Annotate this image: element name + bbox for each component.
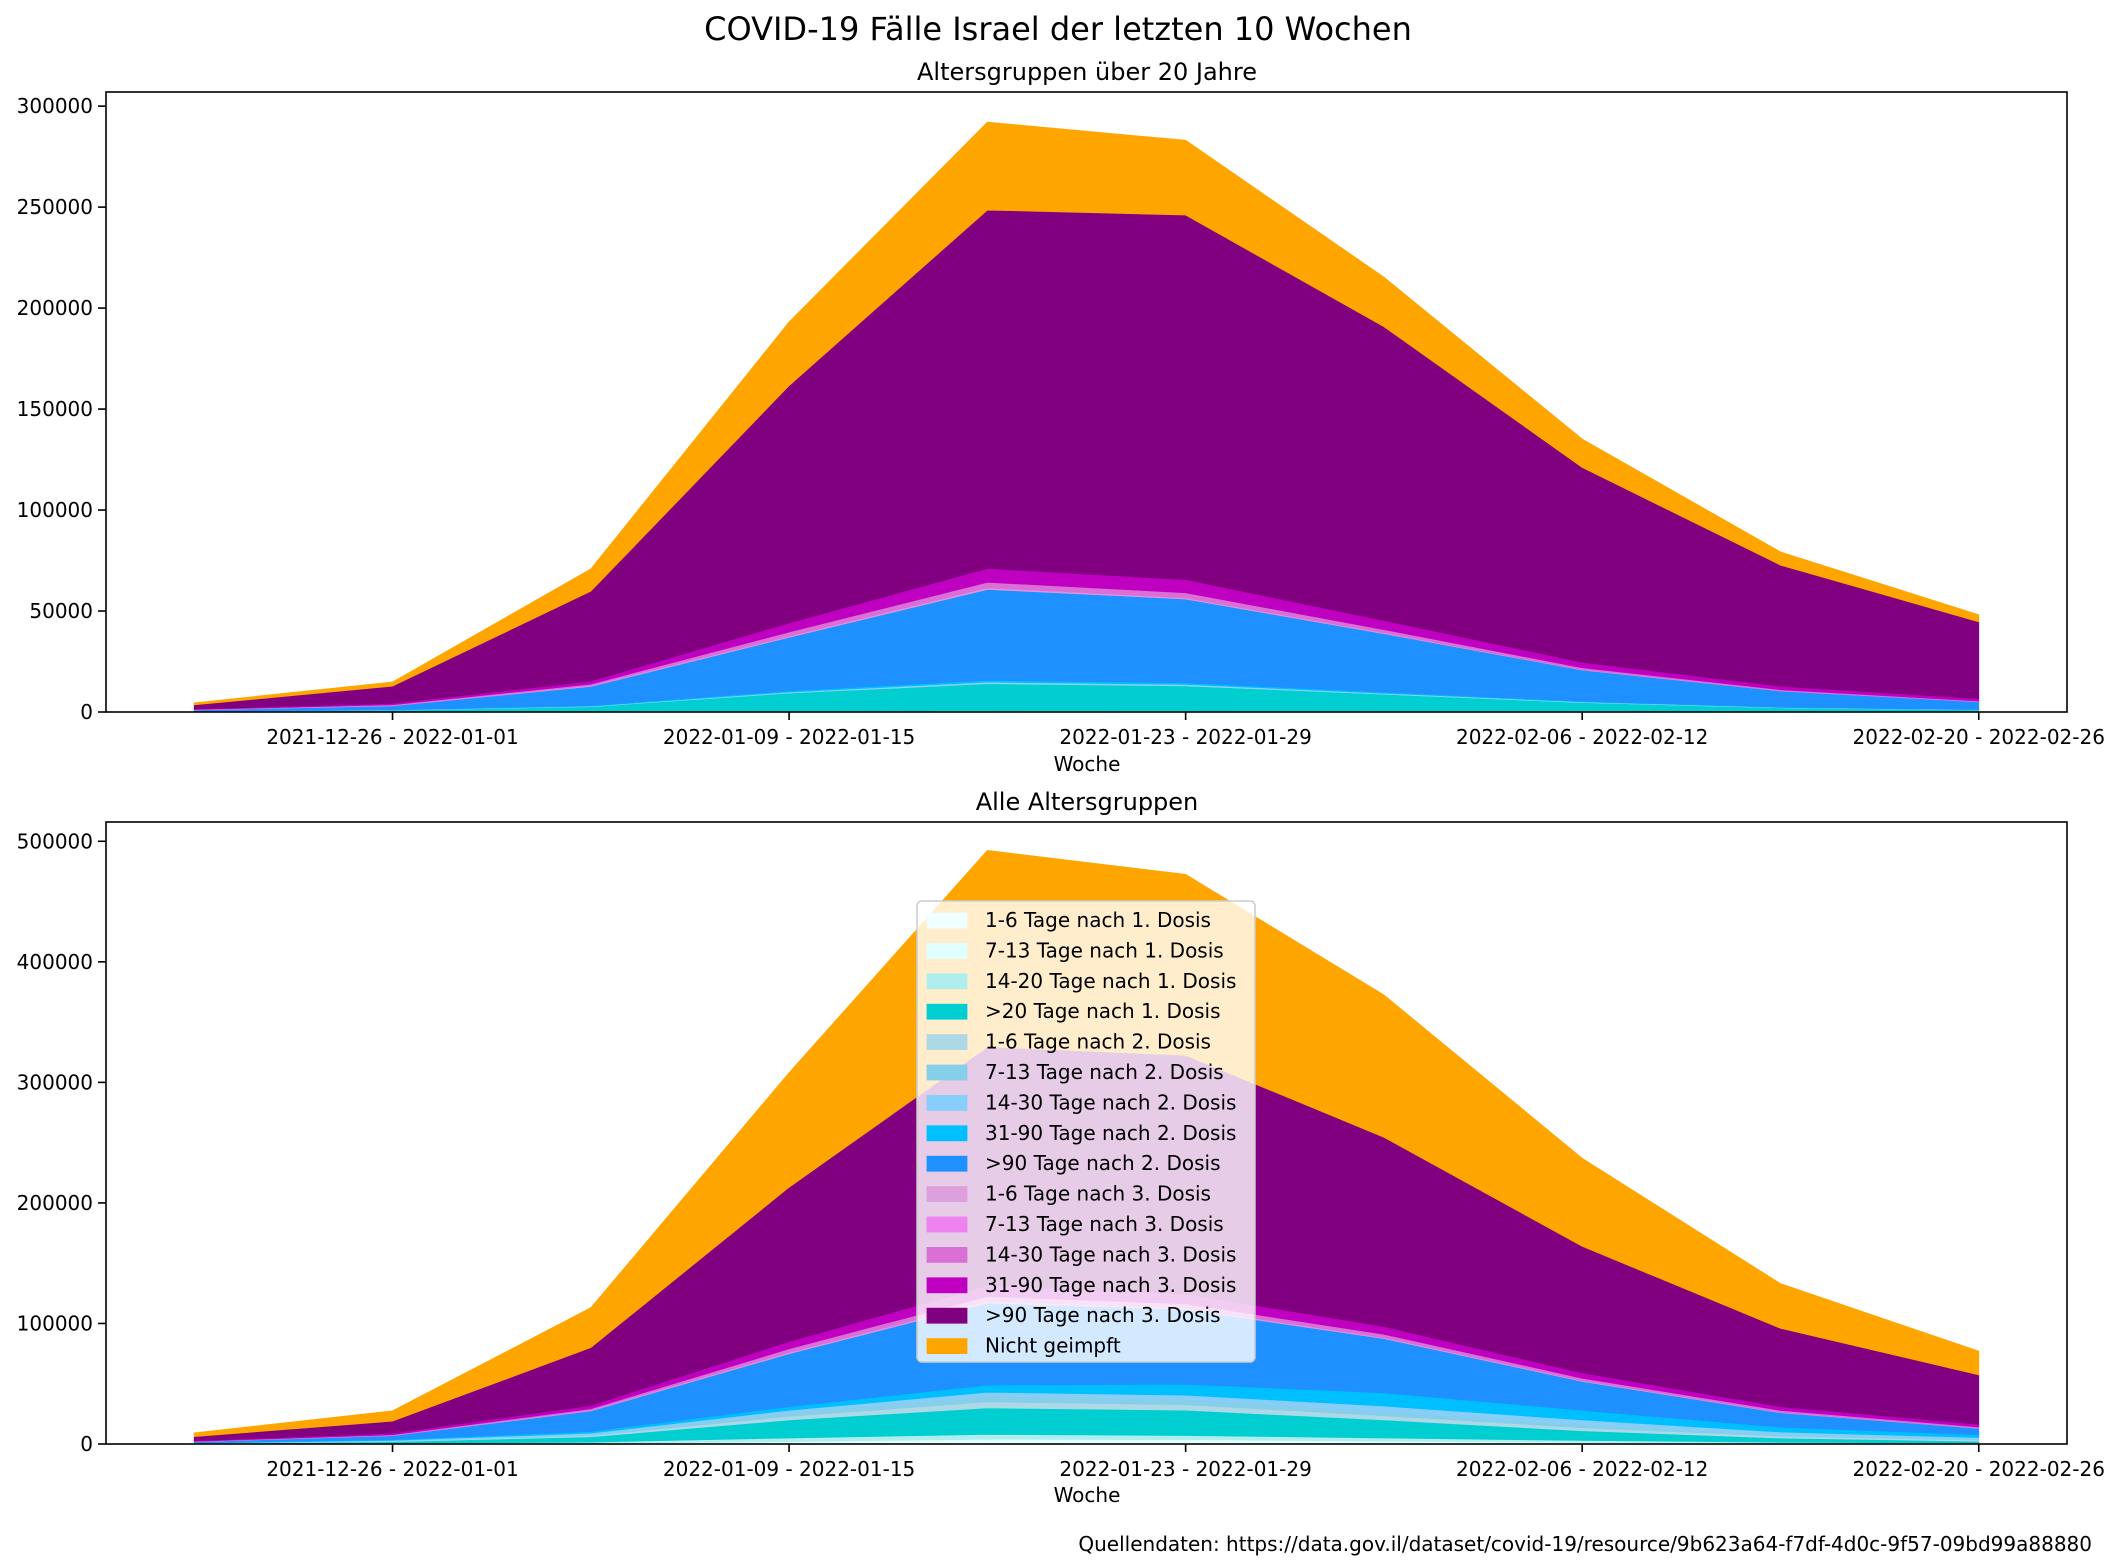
chart-bottom-ytick-label-0: 0 bbox=[80, 1432, 93, 1456]
legend-swatch-12 bbox=[926, 1277, 968, 1294]
legend-label-6: 14-30 Tage nach 2. Dosis bbox=[985, 1090, 1236, 1114]
legend-swatch-10 bbox=[926, 1216, 968, 1233]
chart-top-ytick-label-0: 0 bbox=[80, 700, 93, 724]
chart-bottom-xtick-label-0: 2021-12-26 - 2022-01-01 bbox=[266, 1457, 518, 1481]
legend-swatch-2 bbox=[926, 973, 968, 990]
chart-bottom-frame bbox=[105, 821, 2068, 1445]
chart-top-areas bbox=[193, 121, 1980, 713]
legend-swatch-5 bbox=[926, 1064, 968, 1081]
chart-top-xlabel: Woche bbox=[1054, 752, 1121, 776]
legend-swatch-13 bbox=[926, 1307, 968, 1324]
legend-swatch-1 bbox=[926, 943, 968, 959]
legend-swatch-6 bbox=[926, 1095, 968, 1111]
chart-bottom-ytick-label-2: 200000 bbox=[17, 1191, 93, 1215]
chart-top-frame bbox=[105, 91, 2068, 713]
chart-top-ytick-label-3: 150000 bbox=[17, 397, 93, 421]
chart-bottom-yticks: 0 100000 200000 300000 400000 500000 bbox=[17, 829, 106, 1456]
legend-swatch-4 bbox=[926, 1034, 968, 1050]
chart-top-ytick-label-1: 50000 bbox=[29, 599, 93, 623]
legend-label-3: >20 Tage nach 1. Dosis bbox=[985, 999, 1221, 1023]
chart-bottom-title: Alle Altersgruppen bbox=[976, 788, 1199, 816]
legend-label-12: 31-90 Tage nach 3. Dosis bbox=[985, 1273, 1236, 1297]
chart-top: Altersgruppen über 20 Jahre 0 50000 100000… bbox=[17, 58, 2105, 776]
chart-bottom-xtick-label-3: 2022-02-06 - 2022-02-12 bbox=[1456, 1457, 1708, 1481]
chart-bottom-area-series-14 bbox=[193, 850, 1980, 1437]
legend-label-10: 7-13 Tage nach 3. Dosis bbox=[985, 1212, 1224, 1236]
legend-label-1: 7-13 Tage nach 1. Dosis bbox=[985, 938, 1224, 962]
legend-swatch-11 bbox=[926, 1247, 968, 1263]
chart-bottom-xtick-label-4: 2022-02-20 - 2022-02-26 bbox=[1853, 1457, 2105, 1481]
legend-swatch-3 bbox=[926, 1003, 968, 1020]
chart-top-title: Altersgruppen über 20 Jahre bbox=[917, 58, 1257, 86]
chart-top-yticks: 0 50000 100000 150000 200000 250000 300000 bbox=[17, 94, 106, 724]
legend-label-11: 14-30 Tage nach 3. Dosis bbox=[985, 1242, 1236, 1266]
legend-label-9: 1-6 Tage nach 3. Dosis bbox=[985, 1182, 1211, 1206]
chart-bottom-legend: 1-6 Tage nach 1. Dosis 7-13 Tage nach 1. … bbox=[916, 900, 1256, 1363]
chart-top-xtick-label-3: 2022-02-06 - 2022-02-12 bbox=[1456, 725, 1708, 749]
chart-top-xtick-label-0: 2021-12-26 - 2022-01-01 bbox=[266, 725, 518, 749]
chart-top-ytick-label-4: 200000 bbox=[17, 296, 93, 320]
chart-bottom-xticks: 2021-12-26 - 2022-01-01 2022-01-09 - 2022… bbox=[266, 1444, 2105, 1481]
legend-swatch-9 bbox=[926, 1186, 968, 1202]
legend-label-4: 1-6 Tage nach 2. Dosis bbox=[985, 1030, 1211, 1054]
chart-bottom-ytick-label-5: 500000 bbox=[17, 829, 93, 853]
chart-bottom-ytick-label-4: 400000 bbox=[17, 950, 93, 974]
legend-label-5: 7-13 Tage nach 2. Dosis bbox=[985, 1060, 1224, 1084]
chart-top-area-series-14 bbox=[193, 121, 1980, 706]
chart-top-ytick-label-2: 100000 bbox=[17, 498, 93, 522]
legend-swatch-14 bbox=[926, 1338, 968, 1354]
legend-label-7: 31-90 Tage nach 2. Dosis bbox=[985, 1121, 1236, 1145]
legend-swatch-7 bbox=[926, 1125, 968, 1142]
chart-top-xticks: 2021-12-26 - 2022-01-01 2022-01-09 - 2022… bbox=[266, 712, 2105, 749]
chart-top-xtick-label-4: 2022-02-20 - 2022-02-26 bbox=[1853, 725, 2105, 749]
figure-suptitle: COVID-19 Fälle Israel der letzten 10 Woc… bbox=[704, 10, 1412, 48]
chart-top-ytick-label-5: 250000 bbox=[17, 195, 93, 219]
legend-label-2: 14-20 Tage nach 1. Dosis bbox=[985, 969, 1236, 993]
chart-bottom-ytick-label-1: 100000 bbox=[17, 1311, 93, 1335]
chart-bottom-xtick-label-2: 2022-01-23 - 2022-01-29 bbox=[1059, 1457, 1311, 1481]
legend-frame bbox=[916, 900, 1256, 1363]
chart-top-ytick-label-6: 300000 bbox=[17, 94, 93, 118]
source-note: Quellendaten: https://data.gov.il/datase… bbox=[1078, 1532, 2092, 1556]
legend-label-8: >90 Tage nach 2. Dosis bbox=[985, 1151, 1221, 1175]
legend-label-13: >90 Tage nach 3. Dosis bbox=[985, 1303, 1221, 1327]
chart-top-xtick-label-2: 2022-01-23 - 2022-01-29 bbox=[1059, 725, 1311, 749]
legend-label-14: Nicht geimpft bbox=[985, 1334, 1121, 1358]
chart-bottom-xtick-label-1: 2022-01-09 - 2022-01-15 bbox=[663, 1457, 915, 1481]
chart-bottom-ytick-label-3: 300000 bbox=[17, 1070, 93, 1094]
chart-top-xtick-label-1: 2022-01-09 - 2022-01-15 bbox=[663, 725, 915, 749]
legend-label-0: 1-6 Tage nach 1. Dosis bbox=[985, 908, 1211, 932]
chart-bottom-xlabel: Woche bbox=[1054, 1483, 1121, 1507]
legend-swatch-8 bbox=[926, 1155, 968, 1172]
legend-swatch-0 bbox=[926, 912, 968, 929]
